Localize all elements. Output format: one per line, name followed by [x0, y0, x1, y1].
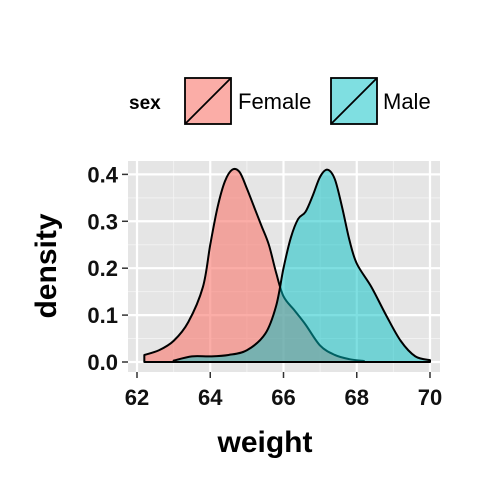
legend-label-female: Female [238, 89, 311, 114]
density-series [143, 167, 431, 363]
y-tick-label: 0.1 [87, 303, 118, 328]
legend-slash-female [185, 78, 231, 124]
x-tick-label: 62 [125, 385, 149, 410]
y-axis: 0.0 0.1 0.2 0.3 0.4 [87, 162, 128, 375]
legend-key-female [184, 77, 232, 125]
legend-slash-male [331, 78, 377, 124]
y-tick-label: 0.2 [87, 256, 118, 281]
density-area-male [173, 169, 430, 362]
legend-label-male: Male [383, 89, 431, 114]
y-tick-label: 0.0 [87, 350, 118, 375]
y-tick-label: 0.4 [87, 162, 118, 187]
x-axis-title: weight [217, 426, 313, 459]
density-area-female [144, 168, 365, 362]
x-tick-label: 64 [198, 385, 223, 410]
legend-title: sex [129, 93, 161, 114]
legend: sex Female Male [129, 77, 431, 125]
density-outline-male [172, 168, 431, 363]
legend-key-male [330, 77, 378, 125]
x-axis: 62 64 66 68 70 [125, 372, 442, 410]
x-tick-label: 70 [418, 385, 442, 410]
y-axis-title: density [30, 213, 63, 318]
y-tick-label: 0.3 [87, 209, 118, 234]
x-tick-label: 68 [345, 385, 369, 410]
x-tick-label: 66 [271, 385, 295, 410]
